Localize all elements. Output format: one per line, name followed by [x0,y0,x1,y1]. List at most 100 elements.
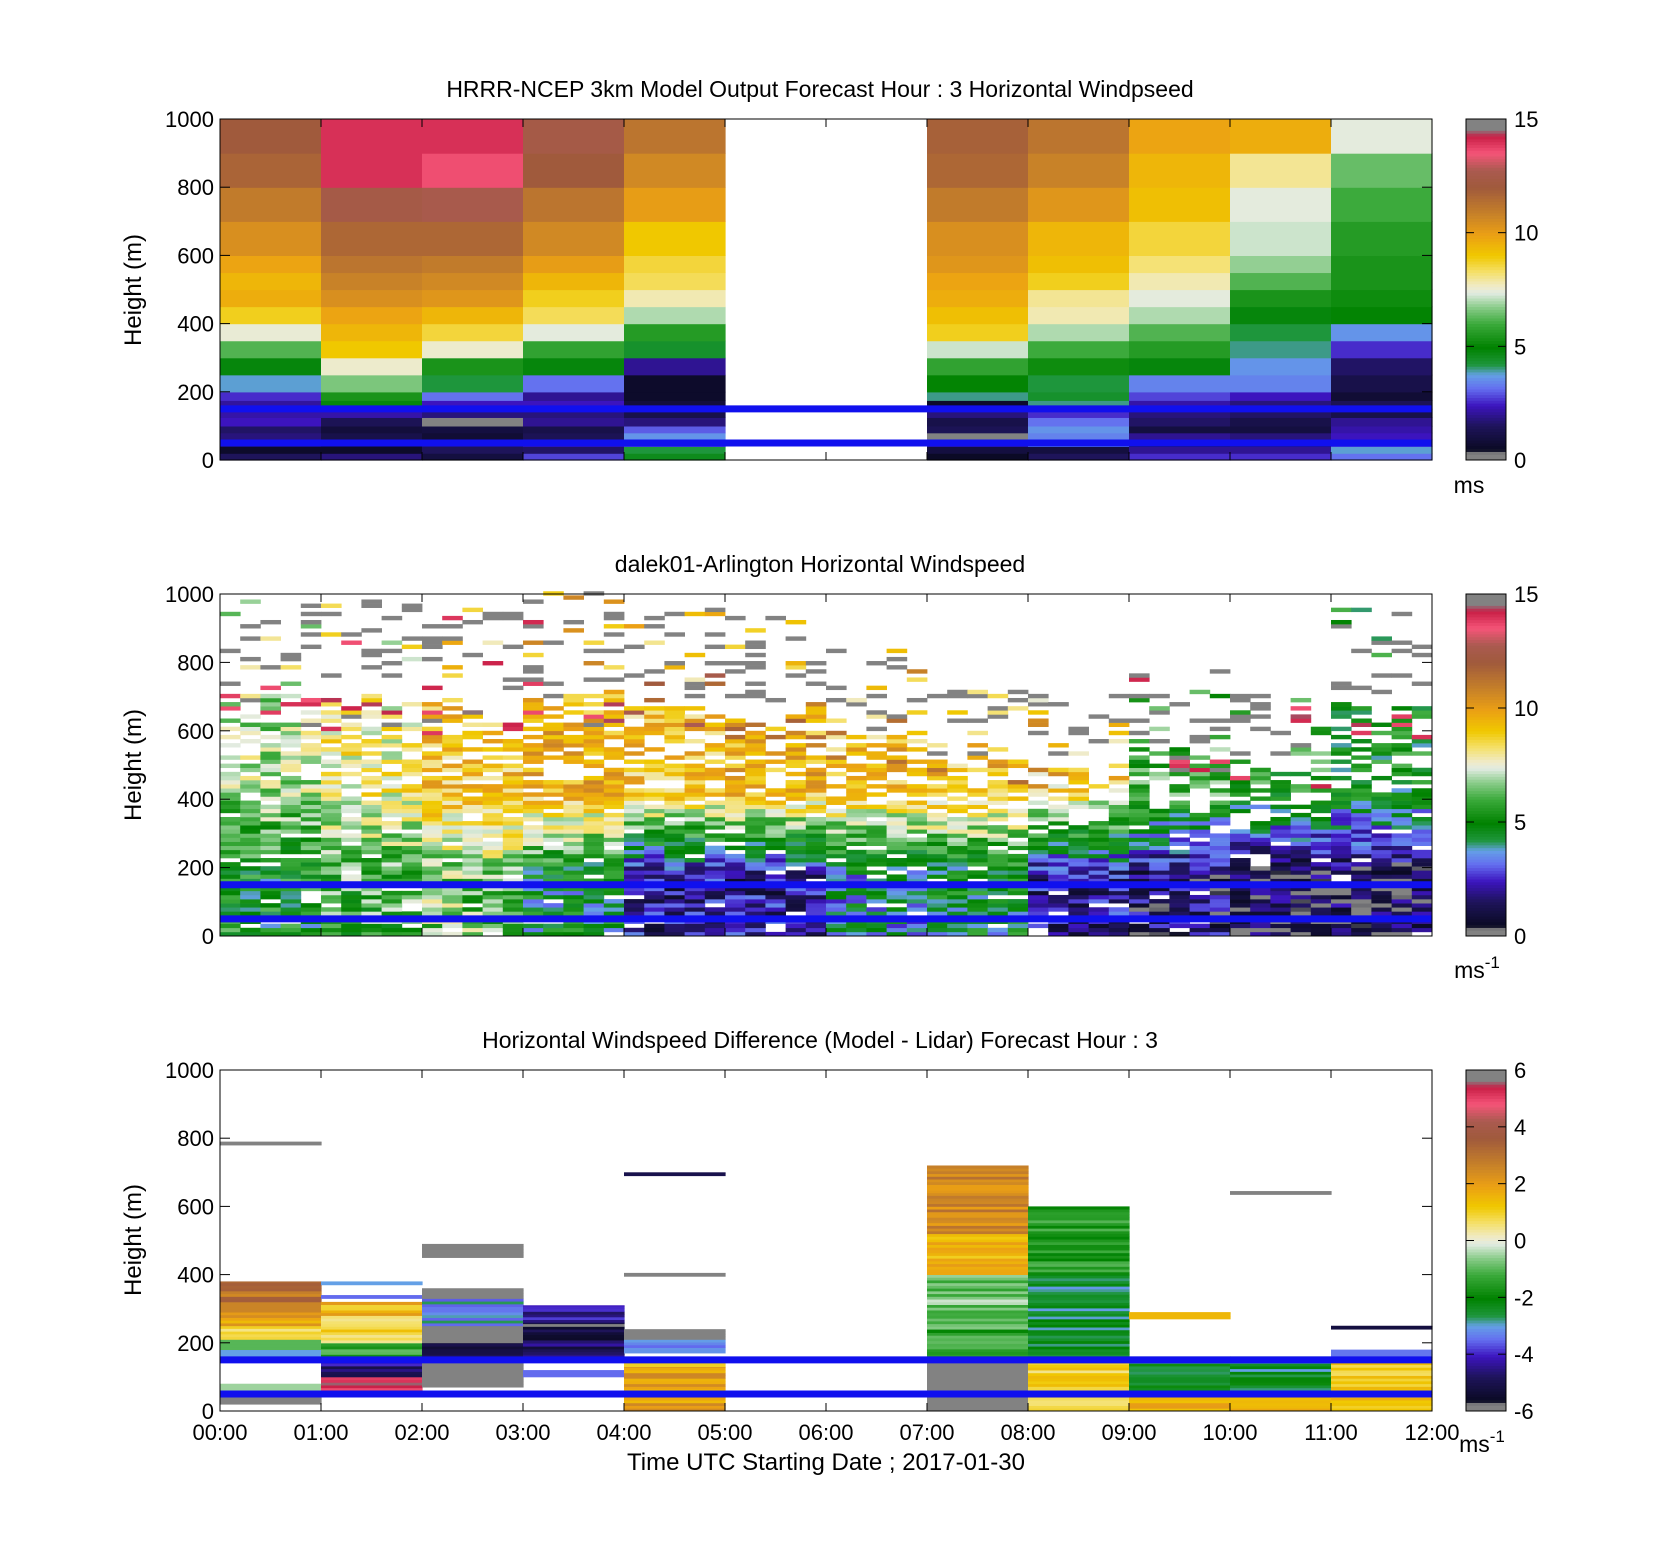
difference-cell [1230,1385,1332,1389]
lidar-cell [220,780,241,785]
lidar-cell [1048,751,1069,756]
lidar-cell [603,804,625,810]
lidar-cell [442,767,463,773]
model-cell [1230,221,1332,256]
difference-cell [927,1168,1029,1172]
model-cell [321,417,423,427]
lidar-cell [1189,874,1211,879]
lidar-cell [502,792,524,797]
lidar-cell [1391,796,1413,801]
lidar-cell [422,858,443,863]
lidar-cell [704,931,726,937]
lidar-cell [381,734,403,740]
lidar-cell [765,734,786,740]
lidar-cell [1028,866,1049,871]
colorbar-segment [1466,804,1506,809]
lidar-cell [906,677,928,682]
model-cell [220,408,322,418]
lidar-cell [401,656,423,662]
difference-cell [220,1299,322,1303]
colorbar-segment [1466,1098,1506,1102]
colorbar-segment [1466,841,1506,846]
lidar-cell [1411,808,1433,814]
difference-cell [523,1326,625,1330]
lidar-cell [583,661,605,666]
lidar-cell [1189,734,1211,740]
lidar-cell [826,771,847,777]
colorbar-segment [1466,1257,1506,1261]
lidar-cell [846,767,867,773]
lidar-cell [725,775,746,781]
lidar-cell [1331,681,1352,686]
difference-cell [220,1333,322,1338]
lidar-cell [482,849,504,855]
difference-cell [1331,1375,1433,1379]
difference-cell [1331,1349,1433,1353]
lidar-cell [785,771,807,777]
lidar-cell [1209,845,1231,851]
difference-cell [1028,1228,1130,1232]
lidar-cell [1028,710,1049,715]
lidar-cell [603,841,625,847]
colorbar-segment [1466,1078,1506,1082]
lidar-cell [684,677,706,682]
colorbar-segment [1466,1376,1506,1381]
lidar-cell [1189,718,1211,723]
lidar-cell [745,652,766,658]
colorbar-segment [1466,904,1506,908]
difference-cell [220,1401,322,1405]
lidar-cell [624,751,645,756]
difference-cell [422,1309,524,1313]
lidar-cell [603,927,625,933]
lidar-cell [482,755,504,760]
lidar-cell [1048,837,1069,842]
lidar-cell [725,784,746,789]
colorbar-segment [1466,622,1506,626]
lidar-cell [1290,858,1312,863]
lidar-cell [704,849,726,855]
colorbar-segment [1466,1325,1506,1330]
lidar-cell [482,845,504,851]
lidar-cell [805,718,827,723]
colorbar-segment [1466,676,1506,680]
lidar-cell [846,903,867,908]
lidar-cell [260,870,281,875]
lidar-cell [1270,931,1291,937]
lidar-cell [1331,800,1352,805]
lidar-cell [502,739,524,744]
lidar-cell [1209,833,1231,838]
lidar-cell [361,775,382,781]
lidar-cell [220,804,241,810]
lidar-cell [563,825,584,830]
lidar-cell [341,886,362,892]
difference-cell [1230,1397,1332,1401]
lidar-cell [1028,878,1049,883]
lidar-cell [422,780,443,785]
difference-cell [422,1334,524,1338]
difference-cell [927,1228,1029,1232]
colorbar-segment [1466,1186,1506,1190]
difference-cell [321,1295,423,1299]
lidar-cell [1351,816,1372,822]
lidar-cell [644,615,665,621]
lidar-cell [785,816,807,822]
lidar-cell [240,812,261,818]
lidar-cell [1250,833,1271,838]
lidar-cell [1331,837,1352,842]
lidar-cell [866,890,887,896]
lidar-cell [1129,862,1150,867]
lidar-cell [260,771,281,777]
lidar-cell [1411,829,1433,834]
lidar-cell [381,706,403,711]
lidar-cell [1088,841,1110,847]
lidar-cell [1290,743,1312,748]
lidar-cell [502,894,524,900]
lidar-cell [1209,808,1231,814]
lidar-cell [1250,923,1271,929]
lidar-cell [523,677,544,682]
lidar-cell [1149,829,1170,834]
lidar-cell [886,648,908,654]
lidar-cell [644,866,665,871]
model-cell [1028,153,1130,188]
